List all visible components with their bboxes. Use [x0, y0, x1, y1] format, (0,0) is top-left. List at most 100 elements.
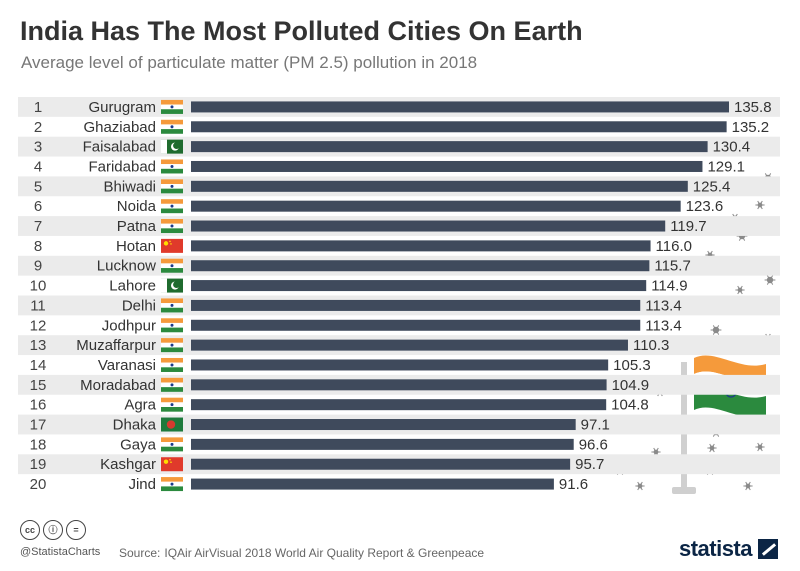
flag-pakistan-icon: [161, 278, 183, 293]
chart-row: 19 Kashgar 95.7: [18, 454, 780, 475]
chart-row: 3 Faisalabad 130.4: [18, 136, 780, 157]
chart-rows: 1 Gurugram 135.8 2 Ghaziabad 135.2 3 Faisalabad…: [18, 97, 780, 493]
pollution-particle-spike: [637, 485, 641, 491]
rank-label: 1: [34, 99, 42, 116]
pollution-particle-spike: [747, 481, 751, 487]
flag-india-icon: [161, 159, 183, 174]
bar: [191, 478, 554, 490]
value-label: 113.4: [645, 297, 681, 314]
pollution-particle-spike: [737, 285, 741, 291]
pollution-particle-spike: [737, 289, 741, 295]
bar: [191, 141, 708, 153]
rank-label: 11: [30, 297, 46, 314]
city-label: Lahore: [109, 278, 156, 295]
rank-label: 20: [30, 476, 47, 493]
chart-row: 5 Bhiwadi 125.4: [18, 176, 780, 197]
pollution-particle-spike: [759, 204, 763, 210]
city-label: Bhiwadi: [103, 178, 156, 195]
chart-row: 9 Lucknow 115.7: [18, 255, 780, 276]
flag-india-icon: [161, 338, 183, 353]
value-label: 91.6: [559, 476, 588, 493]
rank-label: 5: [34, 178, 42, 195]
chart-row: 8 Hotan 116.0: [34, 238, 692, 255]
bar: [191, 319, 641, 331]
pollution-particle-spike: [709, 447, 713, 453]
pollution-particle-spike: [757, 204, 761, 210]
chart-row: 6 Noida 123.6: [34, 198, 723, 215]
pollution-particle-spike: [745, 485, 749, 491]
flag-india-icon: [161, 99, 183, 114]
value-label: 104.9: [612, 377, 650, 394]
city-label: Lucknow: [97, 258, 156, 275]
city-label: Delhi: [122, 297, 156, 314]
chart-row: 4 Faridabad 129.1: [34, 158, 745, 175]
statista-handle: @StatistaCharts: [20, 546, 101, 558]
flag-china-icon: [161, 457, 183, 472]
bar: [191, 200, 681, 212]
chart-row: 14 Varanasi 105.3: [30, 357, 651, 374]
flag-india-icon: [161, 318, 183, 333]
city-label: Varanasi: [98, 357, 156, 374]
bar: [191, 101, 729, 113]
pollution-particle-spike: [759, 446, 763, 452]
pollution-particle-spike: [639, 481, 643, 487]
city-label: Gurugram: [88, 99, 156, 116]
city-label: Faisalabad: [83, 139, 156, 156]
bar: [191, 121, 727, 133]
flag-india-icon: [161, 357, 183, 372]
city-label: Ghaziabad: [83, 119, 156, 136]
chart-row: 15 Moradabad 104.9: [18, 374, 780, 395]
value-label: 130.4: [713, 139, 751, 156]
flag-bangladesh-icon: [161, 417, 183, 432]
attribution-icon: ⓘ: [43, 520, 63, 540]
rank-label: 4: [34, 158, 42, 175]
cc-icon: cc: [20, 520, 40, 540]
flag-china-icon: [161, 238, 183, 253]
bar: [191, 180, 688, 192]
rank-label: 2: [34, 119, 42, 136]
rank-label: 14: [30, 357, 47, 374]
pollution-particle-spike: [759, 200, 763, 206]
flag-india-icon: [161, 219, 183, 234]
pollution-particle-spike: [637, 481, 641, 487]
flag-pakistan-icon: [161, 139, 183, 154]
rank-label: 7: [34, 218, 42, 235]
flag-india-icon: [161, 437, 183, 452]
value-label: 96.6: [579, 436, 608, 453]
no-derivatives-icon: =: [66, 520, 86, 540]
flag-india-icon: [161, 298, 183, 313]
value-label: 129.1: [707, 158, 745, 175]
flag-india-icon: [161, 477, 183, 492]
city-label: Noida: [117, 198, 157, 215]
flag-india-icon: [161, 258, 183, 273]
pollution-particle-spike: [709, 443, 713, 449]
rank-label: 10: [30, 278, 47, 295]
rank-label: 12: [30, 317, 47, 334]
value-label: 97.1: [581, 417, 610, 434]
bar: [191, 280, 647, 292]
pollution-particle-spike: [639, 485, 643, 491]
value-label: 105.3: [613, 357, 651, 374]
source-label: Source:: [119, 546, 161, 560]
city-label: Gaya: [120, 436, 157, 453]
chart-row: 16 Agra 104.8: [30, 397, 649, 414]
license-icons: cc ⓘ =: [20, 520, 89, 540]
bar: [191, 399, 607, 411]
pollution-particle-spike: [711, 443, 715, 449]
chart-row: 17 Dhaka 97.1: [18, 414, 780, 435]
pollution-particle-spike: [653, 447, 657, 453]
bar: [191, 379, 607, 391]
chart-row: 13 Muzaffarpur 110.3: [18, 335, 780, 356]
city-label: Patna: [117, 218, 157, 235]
pollution-particle-spike: [712, 325, 717, 331]
flag-india-icon: [161, 377, 183, 392]
value-label: 115.7: [654, 258, 690, 275]
city-label: Kashgar: [100, 456, 156, 473]
statista-logo[interactable]: statista: [679, 536, 778, 562]
brand-mark-icon: [758, 539, 778, 559]
rank-label: 6: [34, 198, 42, 215]
pollution-particle-spike: [715, 325, 720, 331]
pollution-particle-spike: [739, 289, 743, 295]
rank-label: 9: [34, 258, 42, 275]
